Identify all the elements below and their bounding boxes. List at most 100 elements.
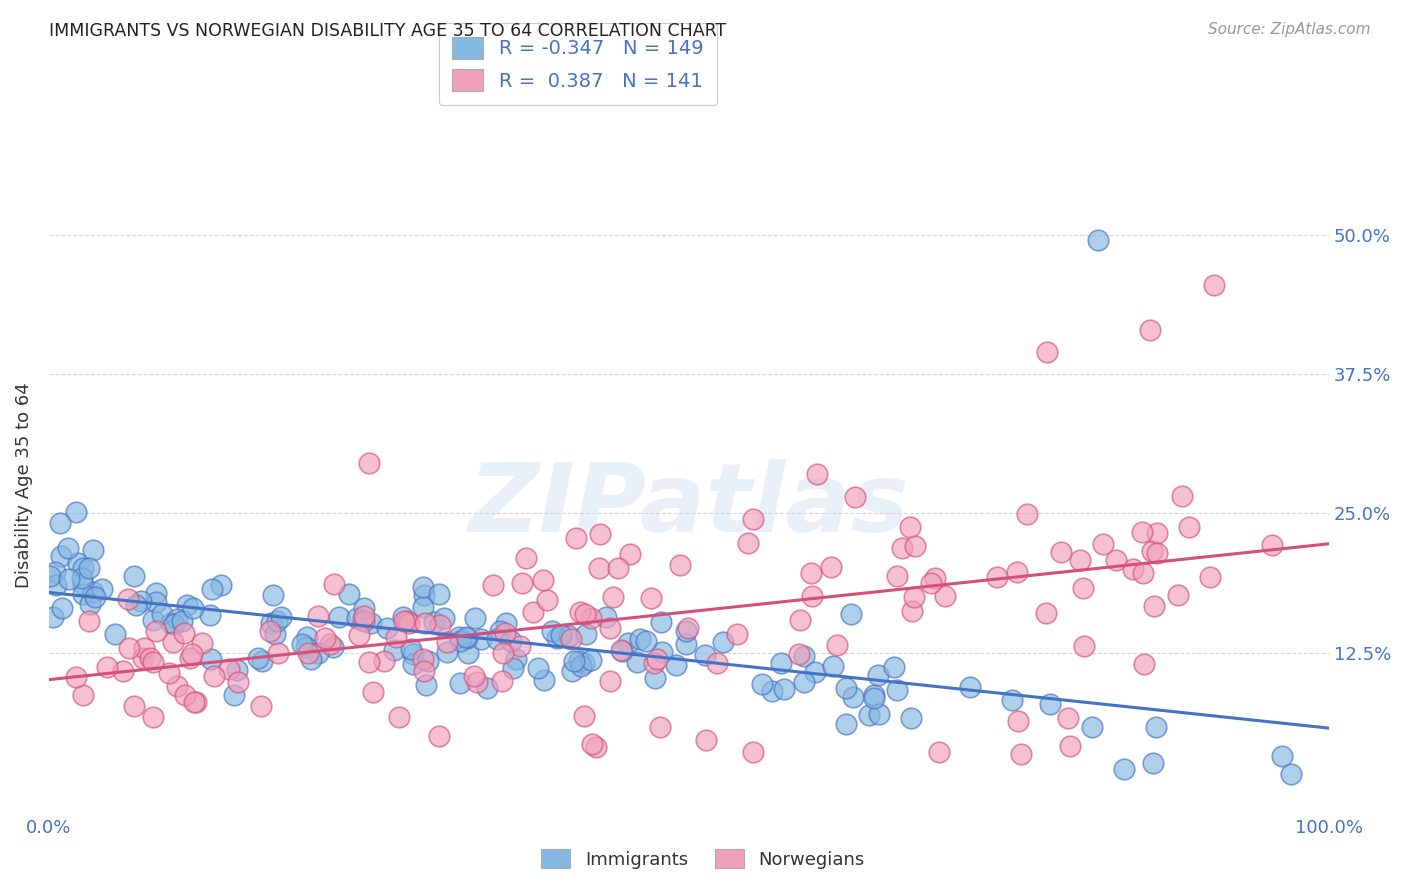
Point [218, 662, 240, 676]
Point [118, 640, 141, 655]
Point [122, 569, 145, 583]
Point [482, 578, 505, 592]
Point [886, 683, 908, 698]
Point [436, 635, 458, 649]
Point [142, 710, 165, 724]
Point [145, 624, 167, 639]
Point [266, 614, 288, 628]
Point [353, 609, 375, 624]
Point [1007, 714, 1029, 729]
Point [388, 710, 411, 724]
Point [533, 673, 555, 687]
Point [526, 661, 548, 675]
Point [422, 615, 444, 629]
Point [610, 642, 633, 657]
Point [412, 589, 434, 603]
Point [150, 607, 173, 622]
Point [173, 626, 195, 640]
Point [72, 587, 94, 601]
Point [45, 577, 67, 591]
Point [191, 635, 214, 649]
Point [898, 520, 921, 534]
Point [1073, 640, 1095, 654]
Point [44, 565, 66, 579]
Point [91, 582, 114, 596]
Point [145, 594, 167, 608]
Point [725, 627, 748, 641]
Point [1144, 720, 1167, 734]
Point [651, 644, 673, 658]
Point [1039, 697, 1062, 711]
Point [1049, 545, 1071, 559]
Point [644, 671, 666, 685]
Point [77, 614, 100, 628]
Point [928, 745, 950, 759]
Point [145, 586, 167, 600]
Point [801, 589, 824, 603]
Point [184, 694, 207, 708]
Point [574, 607, 596, 621]
Text: IMMIGRANTS VS NORWEGIAN DISABILITY AGE 35 TO 64 CORRELATION CHART: IMMIGRANTS VS NORWEGIAN DISABILITY AGE 3… [49, 22, 727, 40]
Point [402, 657, 425, 672]
Point [599, 621, 621, 635]
Point [1139, 322, 1161, 336]
Point [693, 648, 716, 662]
Point [602, 590, 624, 604]
Point [247, 651, 270, 665]
Point [174, 689, 197, 703]
Point [581, 737, 603, 751]
Point [436, 645, 458, 659]
Point [1167, 589, 1189, 603]
Point [433, 610, 456, 624]
Point [883, 660, 905, 674]
Point [761, 683, 783, 698]
Point [827, 638, 849, 652]
Point [793, 648, 815, 663]
Point [96, 659, 118, 673]
Point [550, 628, 572, 642]
Point [1091, 537, 1114, 551]
Point [868, 707, 890, 722]
Point [1140, 544, 1163, 558]
Point [531, 574, 554, 588]
Point [495, 615, 517, 630]
Point [695, 732, 717, 747]
Point [157, 665, 180, 680]
Point [457, 646, 479, 660]
Point [200, 652, 222, 666]
Point [323, 576, 346, 591]
Point [1059, 739, 1081, 753]
Point [706, 656, 728, 670]
Point [183, 695, 205, 709]
Point [1142, 599, 1164, 614]
Point [353, 601, 375, 615]
Point [607, 560, 630, 574]
Point [202, 669, 225, 683]
Text: ZIPatlas: ZIPatlas [468, 458, 910, 551]
Point [181, 647, 204, 661]
Point [264, 627, 287, 641]
Point [111, 664, 134, 678]
Point [751, 676, 773, 690]
Point [1080, 720, 1102, 734]
Point [456, 631, 478, 645]
Point [361, 685, 384, 699]
Point [125, 598, 148, 612]
Point [79, 597, 101, 611]
Point [574, 627, 596, 641]
Point [920, 575, 942, 590]
Point [842, 690, 865, 704]
Point [835, 681, 858, 696]
Point [413, 664, 436, 678]
Point [373, 654, 395, 668]
Point [465, 675, 488, 690]
Point [588, 561, 610, 575]
Point [1122, 562, 1144, 576]
Point [502, 661, 524, 675]
Point [294, 640, 316, 654]
Point [396, 615, 419, 629]
Point [72, 688, 94, 702]
Point [1261, 538, 1284, 552]
Point [866, 668, 889, 682]
Point [901, 604, 924, 618]
